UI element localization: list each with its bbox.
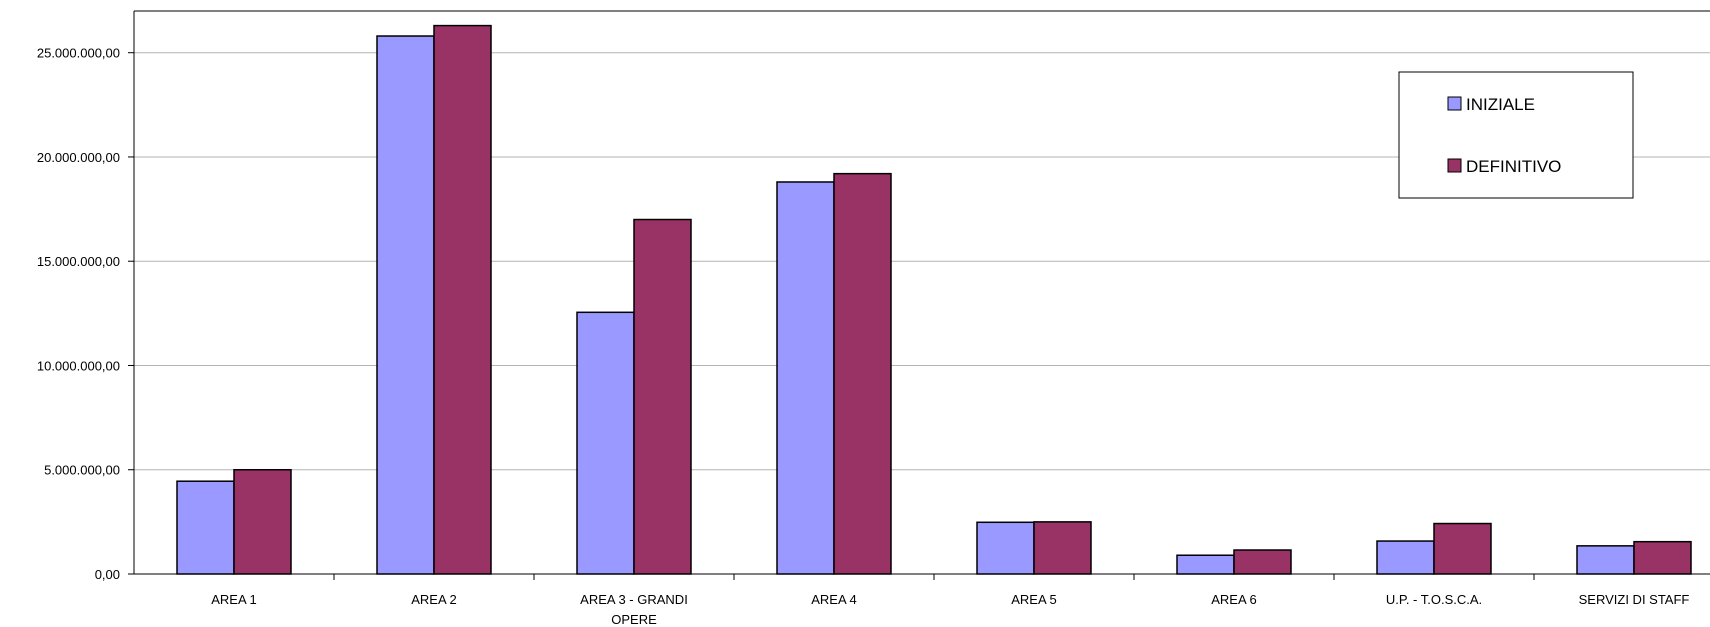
bar-definitivo xyxy=(833,172,892,575)
bar-iniziale xyxy=(376,35,435,575)
bar-iniziale xyxy=(1576,545,1635,575)
axes xyxy=(128,10,1710,580)
bar-definitivo xyxy=(633,218,692,575)
bar-definitivo xyxy=(1033,521,1092,575)
y-tick-label: 25.000.000,00 xyxy=(37,46,120,61)
y-tick-labels: 0,00 5.000.000,00 10.000.000,00 15.000.000,… xyxy=(37,46,120,582)
y-tick-label: 20.000.000,00 xyxy=(37,150,120,165)
y-tick-label: 10.000.000,00 xyxy=(37,358,120,373)
bar-iniziale xyxy=(576,311,635,575)
x-category-label: AREA 6 xyxy=(1211,592,1257,607)
legend-label-iniziale: INIZIALE xyxy=(1466,95,1535,114)
legend-swatch-iniziale xyxy=(1447,96,1462,111)
x-category-label: AREA 4 xyxy=(811,592,857,607)
x-category-label: SERVIZI DI STAFF xyxy=(1579,592,1690,607)
bars xyxy=(176,24,1692,575)
bar-iniziale xyxy=(776,181,835,575)
y-tick-label: 15.000.000,00 xyxy=(37,254,120,269)
x-category-label: AREA 2 xyxy=(411,592,457,607)
x-category-label: AREA 5 xyxy=(1011,592,1057,607)
x-category-label: AREA 3 - GRANDI xyxy=(580,592,688,607)
bar-definitivo xyxy=(1233,549,1292,575)
legend: INIZIALE DEFINITIVO xyxy=(1398,71,1634,199)
bar-iniziale xyxy=(1176,554,1235,575)
legend-box xyxy=(1398,71,1634,199)
bar-definitivo xyxy=(1433,522,1492,575)
x-category-label: OPERE xyxy=(611,612,657,627)
bar-definitivo xyxy=(233,468,292,575)
y-tick-label: 0,00 xyxy=(95,567,120,582)
bar-iniziale xyxy=(176,480,235,575)
legend-label-definitivo: DEFINITIVO xyxy=(1466,157,1561,176)
bar-definitivo xyxy=(433,24,492,575)
x-category-label: U.P. - T.O.S.C.A. xyxy=(1386,592,1482,607)
legend-swatch-definitivo xyxy=(1447,158,1462,173)
x-category-label: AREA 1 xyxy=(211,592,257,607)
x-category-labels: AREA 1 AREA 2 AREA 3 - GRANDI OPERE AREA 4 AR… xyxy=(211,592,1689,627)
bar-iniziale xyxy=(976,521,1035,575)
y-tick-label: 5.000.000,00 xyxy=(44,463,120,478)
bar-iniziale xyxy=(1376,540,1435,575)
bar-definitivo xyxy=(1633,540,1692,575)
